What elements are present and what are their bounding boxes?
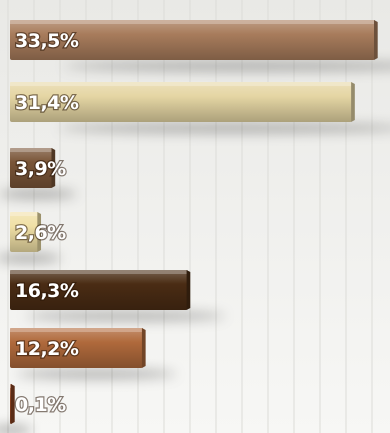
bar-side bbox=[37, 212, 42, 252]
bar-shadow bbox=[0, 189, 77, 199]
bar bbox=[10, 212, 39, 252]
bar bbox=[10, 148, 53, 188]
bar-shadow bbox=[58, 123, 390, 133]
bar-side bbox=[51, 148, 56, 188]
bar bbox=[10, 82, 353, 122]
bar-shadow bbox=[16, 369, 177, 379]
bar-side bbox=[351, 82, 355, 122]
bar-top-highlight bbox=[10, 328, 143, 332]
bar-group: 33,5% bbox=[10, 20, 390, 71]
bar-group: 0,1% bbox=[0, 384, 68, 433]
bar-side bbox=[374, 20, 378, 60]
bar-group: 3,9% bbox=[0, 148, 77, 199]
bar-top-highlight bbox=[10, 20, 375, 24]
bar-top-highlight bbox=[10, 82, 353, 86]
bar-value-label: 16,3% bbox=[15, 280, 79, 302]
bar bbox=[10, 20, 375, 60]
bar bbox=[10, 270, 188, 310]
bar-shadow bbox=[0, 425, 33, 433]
bar-value-label: 2,6% bbox=[15, 222, 66, 244]
bar-side bbox=[186, 270, 191, 310]
bar-value-label: 33,5% bbox=[15, 30, 79, 52]
bar-side bbox=[141, 328, 146, 368]
bar-value-label: 31,4% bbox=[15, 92, 79, 114]
bar-value-label: 0,1% bbox=[15, 394, 66, 416]
bar-shadow bbox=[0, 253, 62, 263]
bar-shadow bbox=[63, 61, 390, 71]
bar-shadow bbox=[25, 311, 226, 321]
bar-group: 16,3% bbox=[10, 270, 226, 321]
bar-value-label: 12,2% bbox=[15, 338, 79, 360]
bar-top-highlight bbox=[10, 212, 39, 216]
bar-group: 31,4% bbox=[10, 82, 390, 133]
bar bbox=[10, 328, 143, 368]
bar-value-label: 3,9% bbox=[15, 158, 66, 180]
bar-top-highlight bbox=[10, 148, 53, 152]
bar-group: 12,2% bbox=[10, 328, 177, 379]
bar-top-highlight bbox=[10, 270, 188, 274]
bar-group: 2,6% bbox=[0, 212, 68, 263]
bar-side bbox=[11, 384, 15, 424]
